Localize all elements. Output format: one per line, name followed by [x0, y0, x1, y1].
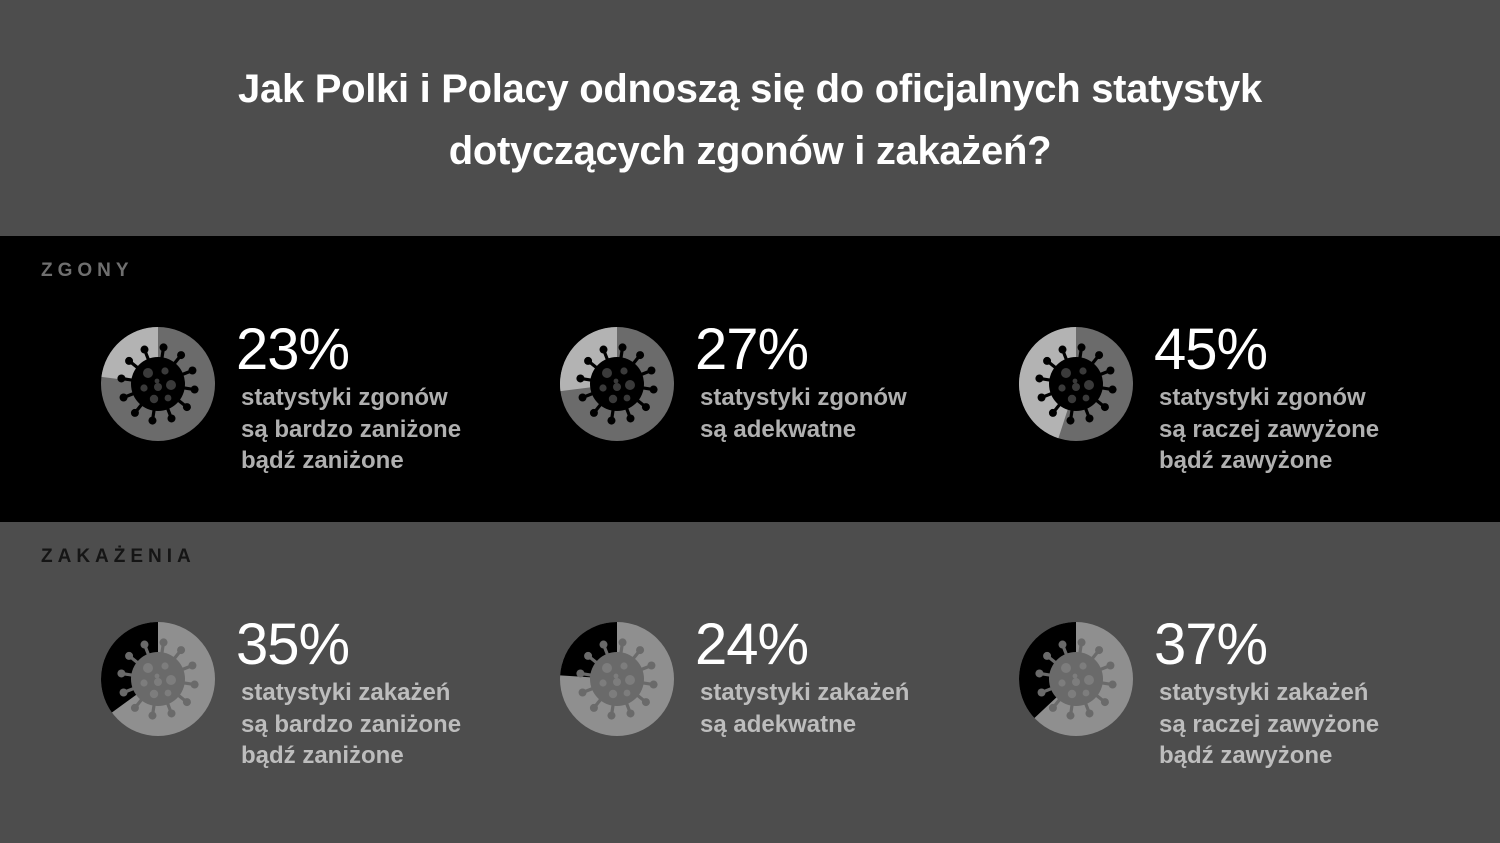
zgony-item-2: 27% statystyki zgonów są adekwatne	[559, 318, 979, 486]
desc-line-1: statystyki zakażeń	[700, 679, 910, 706]
desc-line-2: są raczej zawyżone	[1159, 710, 1380, 738]
desc-line-3: bądź zaniżone	[241, 447, 404, 474]
desc-line-2: są adekwatne	[700, 415, 857, 443]
item-description: statystyki zgonów są bardzo zaniżone bąd…	[241, 382, 531, 477]
desc-line-2: są bardzo zaniżone	[241, 415, 462, 443]
zakazenia-item-1: 35% statystyki zakażeń są bardzo zaniżon…	[100, 613, 520, 781]
value-label: 35%	[236, 612, 350, 677]
desc-line-1: statystyki zakażeń	[241, 679, 451, 706]
title-line-1: Jak Polki i Polacy odnoszą się do oficja…	[238, 67, 1262, 111]
virus-icon	[576, 638, 658, 720]
donut-zakazenia-3	[1019, 622, 1133, 736]
value-label: 24%	[695, 612, 809, 677]
value-label: 23%	[236, 317, 350, 382]
zakazenia-item-2: 24% statystyki zakażeń są adekwatne	[559, 613, 979, 781]
virus-icon	[1035, 343, 1117, 425]
item-description: statystyki zakażeń są raczej zawyżone bą…	[1159, 677, 1449, 772]
zgony-band	[0, 236, 1500, 522]
title-line-2: dotyczących zgonów i zakażeń?	[448, 129, 1052, 173]
virus-icon	[576, 343, 658, 425]
value-label: 37%	[1154, 612, 1268, 677]
desc-line-1: statystyki zgonów	[241, 384, 448, 411]
virus-icon	[117, 343, 199, 425]
donut-zakazenia-1	[101, 622, 215, 736]
item-description: statystyki zakażeń są adekwatne	[700, 677, 990, 740]
desc-line-2: są bardzo zaniżone	[241, 710, 462, 738]
zgony-item-3: 45% statystyki zgonów są raczej zawyżone…	[1018, 318, 1438, 486]
desc-line-1: statystyki zakażeń	[1159, 679, 1369, 706]
chart-title: Jak Polki i Polacy odnoszą się do oficja…	[0, 58, 1500, 182]
donut-zakazenia-2	[560, 622, 674, 736]
zgony-item-1: 23% statystyki zgonów są bardzo zaniżone…	[100, 318, 520, 486]
item-description: statystyki zgonów są adekwatne	[700, 382, 990, 445]
donut-value	[1019, 327, 1076, 439]
desc-line-1: statystyki zgonów	[1159, 384, 1366, 411]
donut-zgony-2	[560, 327, 674, 441]
item-description: statystyki zgonów są raczej zawyżone bąd…	[1159, 382, 1449, 477]
desc-line-3: bądź zaniżone	[241, 742, 404, 769]
donut-zgony-1	[101, 327, 215, 441]
value-label: 27%	[695, 317, 809, 382]
section-label-zakazenia: ZAKAŻENIA	[41, 546, 196, 567]
section-label-zgony: ZGONY	[41, 260, 134, 281]
item-description: statystyki zakażeń są bardzo zaniżone bą…	[241, 677, 531, 772]
desc-line-1: statystyki zgonów	[700, 384, 907, 411]
virus-icon	[117, 638, 199, 720]
value-label: 45%	[1154, 317, 1268, 382]
desc-line-2: są adekwatne	[700, 710, 857, 738]
desc-line-2: są raczej zawyżone	[1159, 415, 1380, 443]
desc-line-3: bądź zawyżone	[1159, 742, 1333, 769]
virus-icon	[1035, 638, 1117, 720]
zakazenia-item-3: 37% statystyki zakażeń są raczej zawyżon…	[1018, 613, 1438, 781]
donut-zgony-3	[1019, 327, 1133, 441]
desc-line-3: bądź zawyżone	[1159, 447, 1333, 474]
